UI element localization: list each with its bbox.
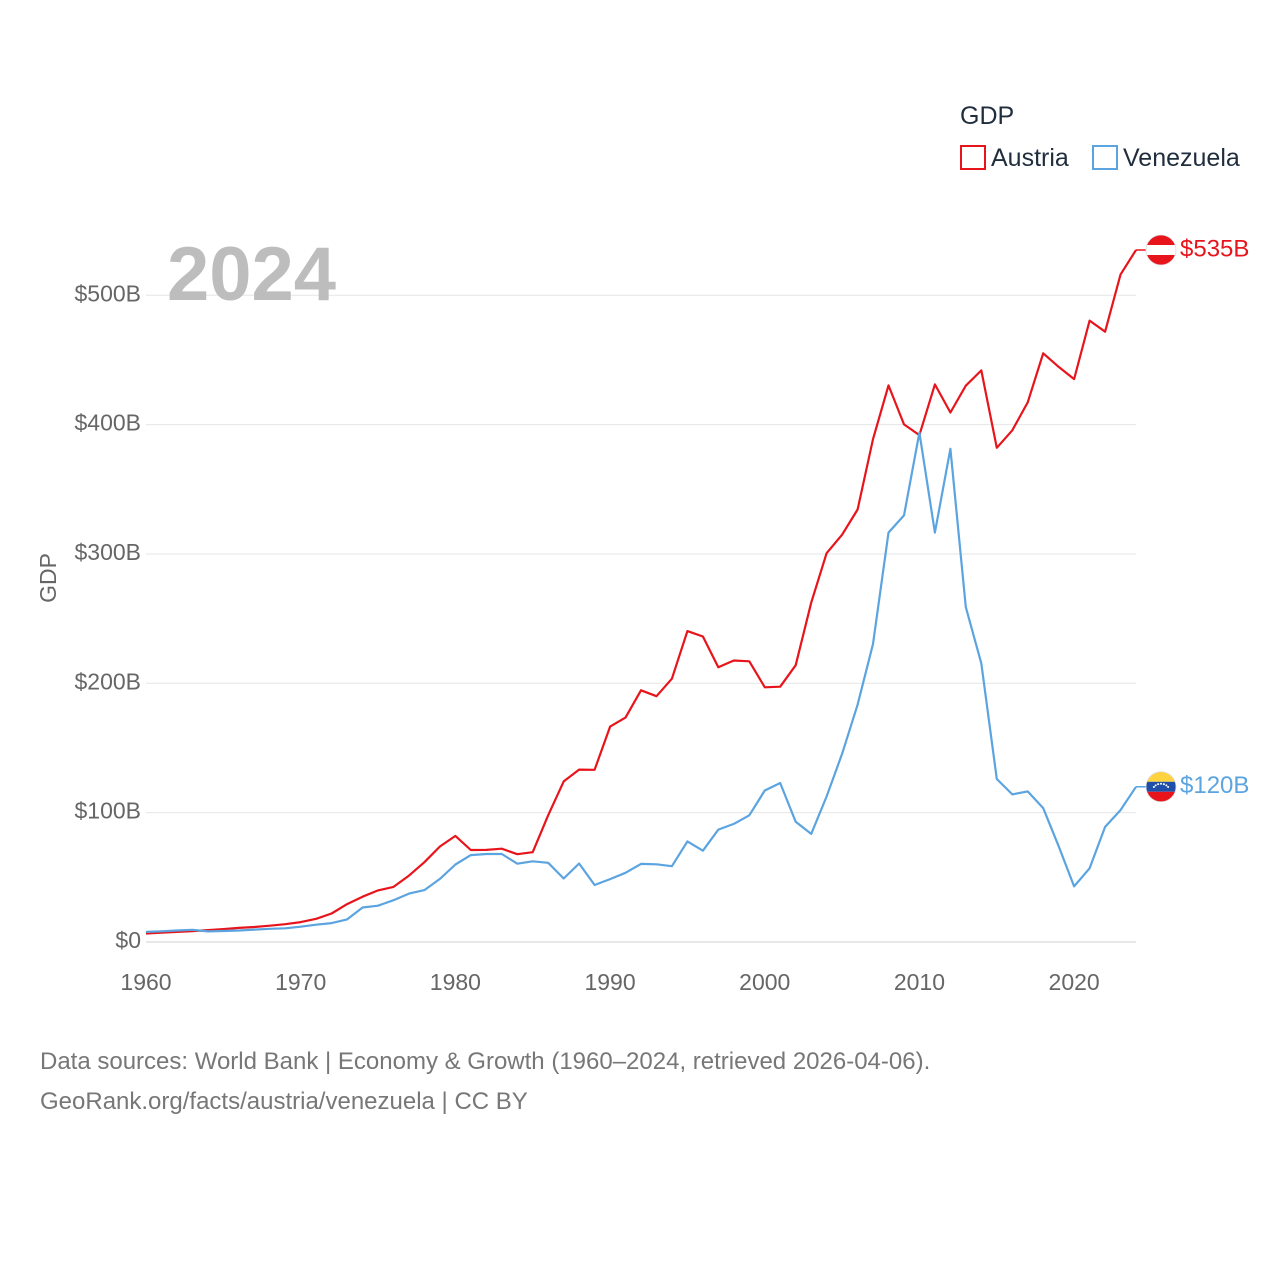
x-axis-ticks: 1960 1970 1980 1990 2000 2010 2020 xyxy=(120,969,1099,995)
x-tick-label: 1970 xyxy=(275,969,326,995)
legend-label: Austria xyxy=(991,144,1069,172)
x-tick-label: 2000 xyxy=(739,969,790,995)
y-tick-label: $300B xyxy=(74,539,141,565)
series-line-austria xyxy=(145,249,1137,935)
x-tick-label: 2010 xyxy=(894,969,945,995)
y-tick-label: $500B xyxy=(74,280,141,306)
current-year-label: 2024 xyxy=(167,232,336,317)
series-lines xyxy=(145,249,1137,935)
austria-flag-icon xyxy=(1145,234,1177,266)
legend-item-austria[interactable]: Austria xyxy=(960,144,1069,172)
gdp-chart: $0 $100B $200B $300B $400B $500B 1960 1970 1980… xyxy=(35,102,1249,995)
y-axis-ticks: $0 $100B $200B $300B $400B $500B xyxy=(74,280,141,953)
source-line-2: GeoRank.org/facts/austria/venezuela | CC… xyxy=(40,1088,528,1115)
venezuela-flag-icon xyxy=(1145,771,1177,803)
x-tick-label: 1960 xyxy=(120,969,171,995)
end-value-venezuela: $120B xyxy=(1180,772,1249,799)
grid-lines xyxy=(146,294,1136,943)
source-line-1: Data sources: World Bank | Economy & Gro… xyxy=(40,1048,931,1075)
y-tick-label: $0 xyxy=(115,927,141,953)
y-tick-label: $200B xyxy=(74,668,141,694)
x-tick-label: 1990 xyxy=(584,969,635,995)
legend-label: Venezuela xyxy=(1123,144,1240,172)
end-markers: $535B $120B xyxy=(1136,234,1249,803)
source-note: Data sources: World Bank | Economy & Gro… xyxy=(40,1042,1240,1122)
y-tick-label: $100B xyxy=(74,798,141,824)
x-tick-label: 2020 xyxy=(1049,969,1100,995)
legend-item-venezuela[interactable]: Venezuela xyxy=(1092,144,1240,172)
y-axis-label: GDP xyxy=(35,553,61,603)
series-line-venezuela xyxy=(145,431,1137,933)
legend-swatch xyxy=(1092,145,1118,170)
legend[interactable]: GDP Austria Venezuela xyxy=(960,102,1240,172)
x-tick-label: 1980 xyxy=(430,969,481,995)
end-value-austria: $535B xyxy=(1180,235,1249,262)
legend-title: GDP xyxy=(960,102,1014,130)
legend-swatch xyxy=(960,145,986,170)
y-tick-label: $400B xyxy=(74,410,141,436)
